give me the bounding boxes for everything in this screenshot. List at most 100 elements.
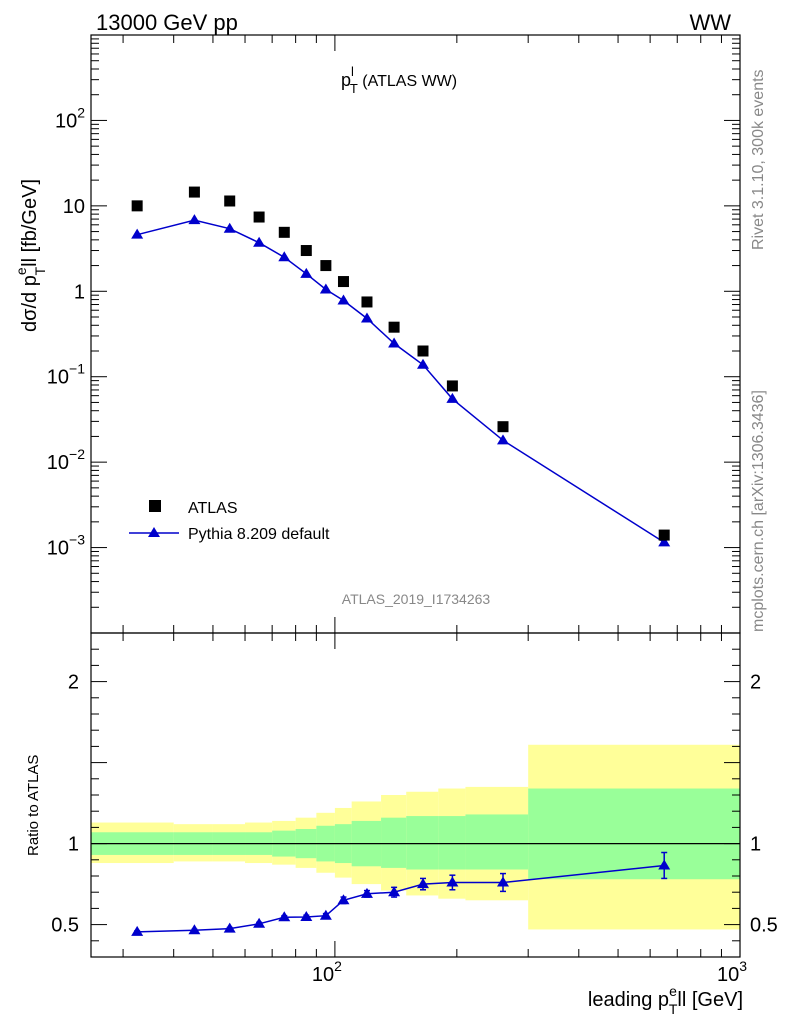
ratio-point [417, 878, 430, 889]
x-axis-label-b: ll [GeV] [677, 989, 743, 1011]
pythia-point [446, 392, 459, 403]
atlas-point [446, 380, 458, 392]
x-tick-base: 10 [312, 964, 334, 986]
x-tick-exp: 2 [334, 958, 342, 974]
ratio-point [388, 886, 401, 897]
ratio-point [337, 894, 350, 905]
ratio-point [319, 909, 332, 920]
header-right: WW [689, 10, 731, 35]
mcplots-label: mcplots.cern.ch [arXiv:1306.3436] [750, 390, 767, 632]
uncertainty-band-inner [438, 816, 466, 870]
atlas-point [320, 260, 332, 272]
x-tick-base: 10 [717, 964, 739, 986]
atlas-point [188, 186, 200, 198]
main-y-tick-exp: −3 [69, 532, 85, 548]
pythia-point [131, 228, 144, 239]
pythia-point [253, 236, 266, 247]
ratio-line [137, 864, 665, 933]
ratio-y-tick-label: 0.5 [51, 915, 79, 937]
main-y-tick-base: 10 [47, 538, 69, 560]
ratio-point [497, 876, 510, 887]
pythia-point [360, 312, 373, 323]
x-axis-label-sub: T [669, 1001, 678, 1017]
pythia-point [188, 214, 201, 225]
x-axis-label-a: leading p [588, 989, 669, 1011]
ratio-point [278, 911, 291, 922]
main-y-label-a: dσ/d p [19, 275, 41, 332]
x-axis-label-sup: e [669, 983, 677, 999]
atlas-point [388, 321, 400, 333]
main-y-label: dσ/d pe Tll [fb/GeV] [13, 179, 48, 332]
pythia-point [337, 294, 350, 305]
ratio-point [253, 917, 266, 928]
ratio-y-tick-label: 2 [68, 672, 79, 694]
main-y-tick-exp: −1 [69, 361, 85, 377]
x-tick-label: 103 [717, 958, 747, 986]
main-y-tick-label: 102 [55, 104, 85, 132]
legend: ATLAS Pythia 8.209 default [129, 500, 330, 543]
ratio-point [131, 925, 144, 936]
main-y-tick-label: 10−3 [47, 532, 85, 560]
ratio-y-tick-label: 1 [68, 834, 79, 856]
main-y-tick-label: 10−1 [47, 361, 85, 389]
main-y-tick-label: 10−2 [47, 446, 85, 474]
pythia-point [300, 267, 313, 278]
main-frame [90, 34, 741, 634]
ratio-point [360, 887, 373, 898]
main-y-label-sup: e [13, 267, 29, 275]
uncertainty-band-inner [465, 814, 529, 870]
pythia-point [658, 536, 671, 547]
main-y-tick-exp: 2 [77, 104, 85, 120]
main-y-label-sub: T [32, 266, 48, 275]
main-panel: ATLAS_2019_I1734263 pl T (ATLAS WW) dσ/d … [13, 34, 741, 634]
x-axis-label: leading pe Tll [GeV] [588, 983, 743, 1017]
pythia-point [319, 283, 332, 294]
ratio-point [188, 924, 201, 935]
plot-title-main: p [341, 70, 351, 90]
main-y-tick-label: 10 [63, 196, 85, 218]
ratio-y-label: Ratio to ATLAS [25, 755, 42, 856]
header-left: 13000 GeV pp [96, 10, 238, 35]
atlas-point [497, 421, 509, 433]
rivet-label: Rivet 3.1.10, 300k events [750, 69, 767, 250]
ratio-point [223, 922, 236, 933]
legend-marker-pythia [148, 527, 160, 537]
plot-title: pl T (ATLAS WW) [341, 64, 457, 96]
main-y-tick-base: 1 [74, 281, 85, 303]
x-tick-label: 102 [312, 958, 342, 986]
atlas-point [253, 211, 265, 223]
atlas-point [278, 226, 290, 238]
x-tick-exp: 3 [739, 958, 747, 974]
atlas-point [361, 296, 373, 308]
main-y-tick-exp: −2 [69, 446, 85, 462]
pythia-line [137, 219, 665, 544]
analysis-watermark: ATLAS_2019_I1734263 [342, 591, 491, 607]
atlas-point [224, 195, 236, 207]
pythia-point [223, 222, 236, 233]
plot-title-sup: l [351, 64, 354, 79]
pythia-point [278, 251, 291, 262]
ratio-point [446, 876, 459, 887]
uncertainty-band-inner [381, 817, 407, 868]
ratio-y-tick-label-right: 1 [750, 834, 761, 856]
plot-title-rest: (ATLAS WW) [358, 73, 457, 90]
legend-marker-atlas [149, 500, 161, 512]
atlas-point [300, 245, 312, 257]
main-y-tick-label: 1 [74, 281, 85, 303]
pythia-point [417, 358, 430, 369]
main-y-label-b: ll [fb/GeV] [19, 179, 41, 267]
plot-title-sub: T [350, 81, 358, 96]
ratio-y-tick-label-right: 0.5 [750, 915, 778, 937]
uncertainty-band-inner [528, 788, 740, 880]
atlas-point [337, 276, 349, 288]
atlas-point [417, 345, 429, 357]
uncertainty-band-inner [406, 816, 439, 870]
ratio-y-tick-label-right: 2 [750, 672, 761, 694]
main-y-tick-base: 10 [63, 196, 85, 218]
main-y-tick-base: 10 [55, 110, 77, 132]
atlas-point [131, 200, 143, 212]
legend-label-pythia: Pythia 8.209 default [188, 526, 330, 543]
pythia-point [388, 337, 401, 348]
